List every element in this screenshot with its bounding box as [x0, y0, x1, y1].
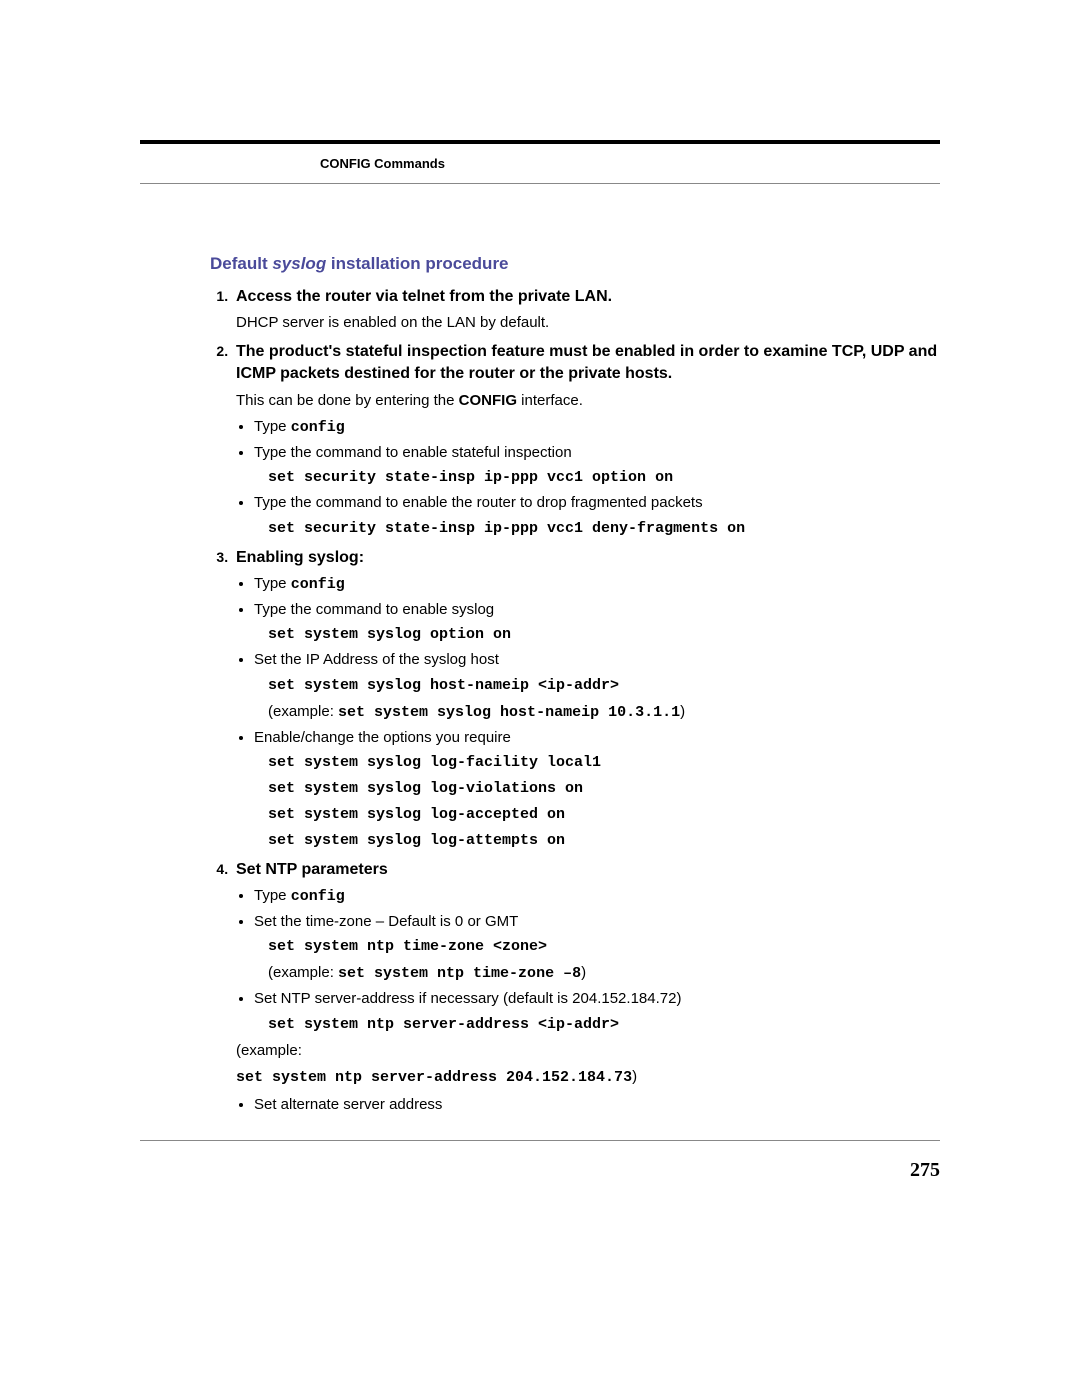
step-4: Set NTP parameters Type config Set the t…: [232, 859, 940, 1116]
step-2-type-cmd: config: [291, 419, 345, 436]
step-2-cmd-deny: set security state-insp ip-ppp vcc1 deny…: [268, 517, 940, 541]
step-2-head: The product's stateful inspection featur…: [236, 341, 940, 386]
step-3-b-opts: Enable/change the options you require se…: [254, 727, 940, 854]
step-2-bullets: Type config Type the command to enable s…: [236, 416, 940, 541]
step-3-type-label: Type: [254, 575, 291, 592]
step-2-enable-text: Type the command to enable stateful insp…: [254, 444, 572, 461]
step-2-b-enable: Type the command to enable stateful insp…: [254, 442, 940, 491]
step-4-bullets-2: Set alternate server address: [236, 1094, 940, 1117]
title-post: installation procedure: [326, 254, 508, 273]
step-3-enable-text: Type the command to enable syslog: [254, 601, 494, 618]
step-3-cmd-o4: set system syslog log-attempts on: [268, 829, 940, 853]
step-3-host-example: (example: set system syslog host-nameip …: [268, 700, 940, 725]
step-4-ex-tz-pre: (example:: [268, 964, 338, 981]
step-2-b-type: Type config: [254, 416, 940, 440]
top-rule: [140, 140, 940, 144]
step-3-opts-text: Enable/change the options you require: [254, 729, 511, 746]
step-3-cmd-o1: set system syslog log-facility local1: [268, 751, 940, 775]
step-4-bullets: Type config Set the time-zone – Default …: [236, 885, 940, 1037]
step-3-type-cmd: config: [291, 576, 345, 593]
step-4-b-srv: Set NTP server-address if necessary (def…: [254, 988, 940, 1037]
step-4-b-alt: Set alternate server address: [254, 1094, 940, 1117]
step-3-cmd-o2: set system syslog log-violations on: [268, 777, 940, 801]
step-3-b-host: Set the IP Address of the syslog host se…: [254, 649, 940, 725]
step-4-ex-srv-post: ): [632, 1068, 637, 1085]
step-3-cmd-host: set system syslog host-nameip <ip-addr>: [268, 674, 940, 698]
step-4-type-cmd: config: [291, 888, 345, 905]
step-4-ex-srv-line: set system ntp server-address 204.152.18…: [236, 1065, 940, 1090]
step-3-cmd-enable: set system syslog option on: [268, 623, 940, 647]
page: CONFIG Commands Default syslog installat…: [0, 0, 1080, 1242]
step-2-body: This can be done by entering the CONFIG …: [236, 390, 940, 413]
step-4-ex-srv-pre: (example:: [236, 1039, 940, 1063]
step-3-b-enable: Type the command to enable syslog set sy…: [254, 599, 940, 648]
step-1: Access the router via telnet from the pr…: [232, 286, 940, 335]
step-4-b-tz: Set the time-zone – Default is 0 or GMT …: [254, 911, 940, 987]
steps-list: Access the router via telnet from the pr…: [210, 286, 940, 1116]
step-2-b-deny: Type the command to enable the router to…: [254, 492, 940, 541]
step-3-b-type: Type config: [254, 573, 940, 597]
step-4-b-type: Type config: [254, 885, 940, 909]
step-4-ex-tz-post: ): [581, 964, 586, 981]
step-2-deny-text: Type the command to enable the router to…: [254, 494, 703, 511]
header-section: CONFIG Commands: [140, 150, 940, 184]
step-3-host-text: Set the IP Address of the syslog host: [254, 651, 499, 668]
step-3-cmd-o3: set system syslog log-accepted on: [268, 803, 940, 827]
step-3-ex-pre: (example:: [268, 703, 338, 720]
step-3-ex-post: ): [680, 703, 685, 720]
step-2-body-post: interface.: [517, 392, 583, 409]
step-3-ex-cmd: set system syslog host-nameip 10.3.1.1: [338, 704, 680, 721]
step-4-srv-text: Set NTP server-address if necessary (def…: [254, 990, 681, 1007]
step-3-bullets: Type config Type the command to enable s…: [236, 573, 940, 853]
step-4-type-label: Type: [254, 887, 291, 904]
page-number: 275: [140, 1141, 940, 1182]
step-1-head: Access the router via telnet from the pr…: [236, 286, 940, 308]
step-4-tz-example: (example: set system ntp time-zone –8): [268, 961, 940, 986]
step-4-ex-srv-cmd: set system ntp server-address 204.152.18…: [236, 1069, 632, 1086]
step-3-head: Enabling syslog:: [236, 547, 940, 569]
step-4-tz-text: Set the time-zone – Default is 0 or GMT: [254, 913, 518, 930]
step-2-body-bold: CONFIG: [459, 392, 517, 409]
section-title: Default syslog installation procedure: [210, 254, 940, 274]
step-2-body-pre: This can be done by entering the: [236, 392, 459, 409]
step-4-head: Set NTP parameters: [236, 859, 940, 881]
title-italic: syslog: [272, 254, 326, 273]
step-4-cmd-srv: set system ntp server-address <ip-addr>: [268, 1013, 940, 1037]
step-4-cmd-tz: set system ntp time-zone <zone>: [268, 935, 940, 959]
step-4-ex-tz-cmd: set system ntp time-zone –8: [338, 965, 581, 982]
content: Default syslog installation procedure Ac…: [140, 184, 940, 1116]
step-2-cmd-enable: set security state-insp ip-ppp vcc1 opti…: [268, 466, 940, 490]
step-1-body: DHCP server is enabled on the LAN by def…: [236, 312, 940, 335]
step-2: The product's stateful inspection featur…: [232, 341, 940, 541]
step-2-type-label: Type: [254, 418, 291, 435]
title-pre: Default: [210, 254, 272, 273]
step-3: Enabling syslog: Type config Type the co…: [232, 547, 940, 853]
